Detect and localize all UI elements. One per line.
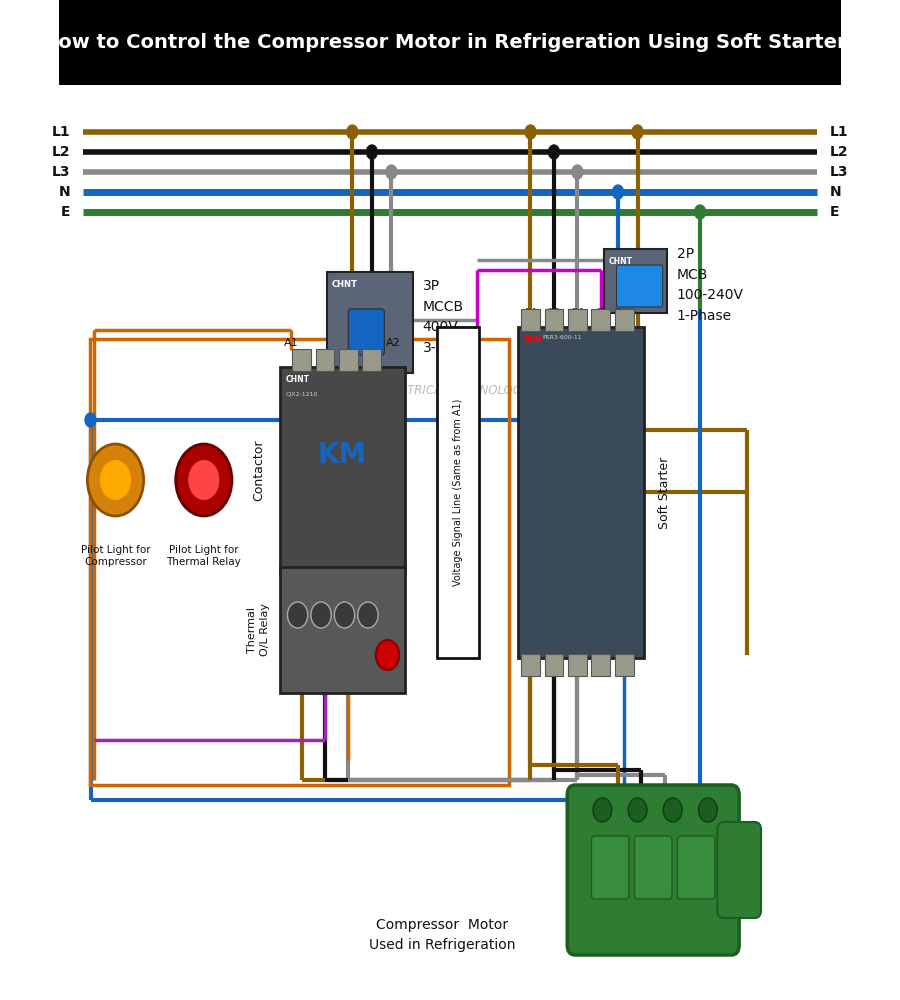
Text: 2T1: 2T1 — [524, 660, 537, 666]
Circle shape — [548, 145, 560, 159]
FancyBboxPatch shape — [591, 654, 610, 676]
Circle shape — [663, 798, 682, 822]
Circle shape — [376, 640, 400, 670]
FancyBboxPatch shape — [591, 309, 610, 331]
Text: L3: L3 — [830, 165, 849, 179]
Circle shape — [366, 145, 377, 159]
Circle shape — [346, 125, 358, 139]
FancyBboxPatch shape — [615, 309, 634, 331]
Text: ABB: ABB — [524, 335, 544, 344]
Text: 3L2: 3L2 — [547, 308, 561, 314]
FancyBboxPatch shape — [568, 309, 587, 331]
Circle shape — [695, 205, 706, 219]
FancyBboxPatch shape — [591, 836, 629, 899]
Text: KM: KM — [318, 441, 367, 469]
FancyBboxPatch shape — [316, 349, 334, 371]
Text: 5L3: 5L3 — [571, 308, 584, 314]
FancyBboxPatch shape — [292, 349, 310, 371]
FancyBboxPatch shape — [327, 272, 413, 373]
FancyBboxPatch shape — [348, 309, 384, 355]
Text: PSR3-600-11: PSR3-600-11 — [542, 335, 581, 340]
Text: E: E — [830, 205, 840, 219]
FancyBboxPatch shape — [544, 654, 563, 676]
Text: 2P
MCB
100-240V
1-Phase: 2P MCB 100-240V 1-Phase — [677, 247, 743, 323]
Text: 4T2: 4T2 — [547, 660, 561, 666]
Circle shape — [593, 798, 612, 822]
FancyBboxPatch shape — [59, 0, 841, 85]
Text: CHNT: CHNT — [331, 280, 357, 289]
FancyBboxPatch shape — [678, 836, 715, 899]
Text: 3P
MCCB
400V
3-Phase: 3P MCCB 400V 3-Phase — [423, 279, 478, 355]
Text: A1: A1 — [284, 338, 299, 348]
FancyBboxPatch shape — [521, 309, 540, 331]
Circle shape — [188, 460, 220, 500]
Text: L3: L3 — [51, 165, 70, 179]
Text: Voltage Signal Line (Same as from A1): Voltage Signal Line (Same as from A1) — [453, 399, 463, 586]
FancyBboxPatch shape — [604, 249, 667, 313]
Circle shape — [87, 444, 144, 516]
Text: A2: A2 — [386, 338, 401, 348]
Text: ST: ST — [597, 308, 605, 314]
Circle shape — [310, 602, 331, 628]
Circle shape — [613, 185, 624, 199]
FancyBboxPatch shape — [717, 822, 761, 918]
FancyBboxPatch shape — [436, 327, 479, 658]
Text: Soft Starter: Soft Starter — [659, 456, 671, 529]
Text: N: N — [830, 185, 842, 199]
Circle shape — [698, 798, 717, 822]
FancyBboxPatch shape — [544, 309, 563, 331]
FancyBboxPatch shape — [280, 567, 406, 693]
FancyBboxPatch shape — [339, 349, 358, 371]
Circle shape — [572, 165, 583, 179]
FancyBboxPatch shape — [521, 654, 540, 676]
FancyBboxPatch shape — [615, 654, 634, 676]
FancyBboxPatch shape — [280, 367, 406, 573]
FancyBboxPatch shape — [567, 785, 739, 955]
Text: Contactor: Contactor — [252, 439, 265, 501]
Text: A2(-): A2(-) — [616, 660, 633, 667]
FancyBboxPatch shape — [363, 349, 382, 371]
Text: 6T3: 6T3 — [571, 660, 584, 666]
Text: Thermal
O/L Relay: Thermal O/L Relay — [248, 603, 270, 656]
Circle shape — [525, 125, 536, 139]
Circle shape — [85, 413, 96, 427]
Text: CJX2-1210: CJX2-1210 — [286, 392, 319, 397]
Text: L1: L1 — [51, 125, 70, 139]
Text: WWW.ELECTRICALTECHNOLOGY.ORG: WWW.ELECTRICALTECHNOLOGY.ORG — [341, 383, 559, 396]
Text: Compressor  Motor
Used in Refrigeration: Compressor Motor Used in Refrigeration — [369, 918, 516, 952]
Text: Pilot Light for
Thermal Relay: Pilot Light for Thermal Relay — [166, 545, 241, 567]
Text: How to Control the Compressor Motor in Refrigeration Using Soft Starter?: How to Control the Compressor Motor in R… — [42, 33, 858, 52]
FancyBboxPatch shape — [518, 327, 644, 658]
Text: Run: Run — [594, 660, 608, 666]
Circle shape — [334, 602, 355, 628]
Text: Pilot Light for
Compressor: Pilot Light for Compressor — [81, 545, 150, 567]
Circle shape — [176, 444, 232, 516]
Circle shape — [628, 798, 647, 822]
FancyBboxPatch shape — [616, 265, 662, 307]
Text: L2: L2 — [51, 145, 70, 159]
Circle shape — [358, 602, 378, 628]
Circle shape — [632, 125, 643, 139]
Text: A1(+): A1(+) — [614, 308, 634, 314]
Circle shape — [100, 460, 131, 500]
Text: N: N — [58, 185, 70, 199]
Circle shape — [386, 165, 397, 179]
Text: E: E — [60, 205, 70, 219]
Text: L2: L2 — [830, 145, 849, 159]
Circle shape — [287, 602, 308, 628]
Text: 1L1: 1L1 — [524, 308, 537, 314]
Text: CHNT: CHNT — [286, 375, 310, 384]
Text: L1: L1 — [830, 125, 849, 139]
FancyBboxPatch shape — [634, 836, 672, 899]
FancyBboxPatch shape — [568, 654, 587, 676]
Text: CHNT: CHNT — [608, 257, 633, 266]
